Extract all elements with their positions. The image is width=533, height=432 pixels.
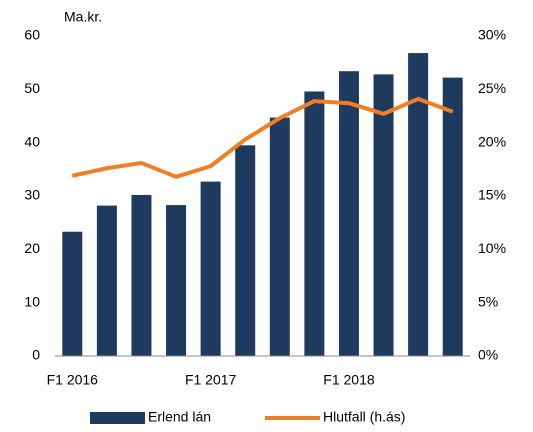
legend-label: Hlutfall (h.ás) xyxy=(323,409,405,425)
bar xyxy=(408,53,429,357)
y2-tick-label: 5% xyxy=(478,293,498,309)
bar xyxy=(235,145,256,356)
y-tick-label: 50 xyxy=(24,80,40,96)
y-tick-label: 40 xyxy=(24,133,40,149)
y2-tick-label: 10% xyxy=(478,240,506,256)
x-tick-label: F1 2016 xyxy=(47,372,99,388)
y-tick-label: 20 xyxy=(24,240,40,256)
y2-tick-label: 25% xyxy=(478,80,506,96)
y-tick-label: 10 xyxy=(24,293,40,309)
y2-tick-label: 20% xyxy=(478,133,506,149)
y-tick-label: 60 xyxy=(24,27,40,43)
legend-label: Erlend lán xyxy=(148,409,211,425)
y-tick-label: 0 xyxy=(32,347,40,363)
y2-tick-label: 0% xyxy=(478,347,498,363)
bar xyxy=(269,117,290,356)
x-tick-label: F1 2017 xyxy=(185,372,237,388)
x-tick-label: F1 2018 xyxy=(323,372,375,388)
bar xyxy=(62,231,83,356)
line xyxy=(71,96,454,179)
bar xyxy=(166,205,187,356)
bar xyxy=(442,77,463,356)
bar xyxy=(200,181,221,356)
y-tick-label: 30 xyxy=(24,187,40,203)
y2-tick-label: 30% xyxy=(478,27,506,43)
y2-tick-label: 15% xyxy=(478,187,506,203)
bar xyxy=(373,74,394,357)
legend-swatch xyxy=(90,412,145,424)
bar xyxy=(304,91,325,356)
bar xyxy=(338,71,359,356)
bar xyxy=(96,205,117,356)
bar xyxy=(131,194,152,356)
y-axis-label: Ma.kr. xyxy=(64,9,102,25)
